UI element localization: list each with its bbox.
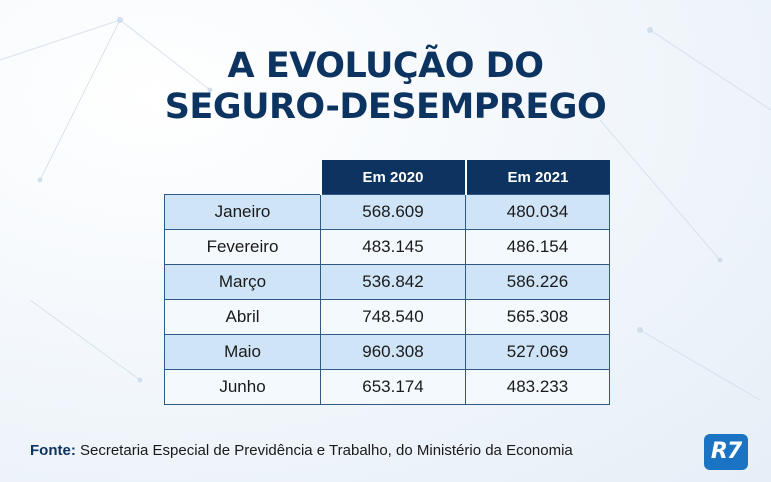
- table-row: Abril 748.540 565.308: [164, 299, 610, 335]
- row-label: Maio: [164, 334, 321, 370]
- row-label: Janeiro: [164, 194, 321, 230]
- table-row: Fevereiro 483.145 486.154: [164, 229, 610, 265]
- table-cell: 653.174: [320, 369, 466, 405]
- title-line-2: SEGURO-DESEMPREGO: [164, 87, 607, 127]
- table-cell: 960.308: [320, 334, 466, 370]
- row-label: Março: [164, 264, 321, 300]
- chart-title: A EVOLUÇÃO DO SEGURO-DESEMPREGO: [0, 46, 771, 128]
- table-cell: 483.145: [320, 229, 466, 265]
- row-label: Fevereiro: [164, 229, 321, 265]
- table-cell: 536.842: [320, 264, 466, 300]
- table-cell: 568.609: [320, 194, 466, 230]
- r7-logo: R7: [704, 434, 748, 470]
- source-label: Fonte:: [30, 442, 76, 459]
- table-row: Maio 960.308 527.069: [164, 334, 610, 370]
- column-header: Em 2021: [464, 160, 610, 195]
- header-corner: [165, 160, 321, 195]
- header-row: Em 2020 Em 2021: [165, 160, 610, 195]
- table-cell: 527.069: [465, 334, 610, 370]
- table-cell: 586.226: [465, 264, 610, 300]
- column-header: Em 2020: [319, 160, 466, 195]
- source-text: Secretaria Especial de Previdência e Tra…: [80, 442, 573, 459]
- row-label: Junho: [164, 369, 321, 405]
- row-label: Abril: [164, 299, 321, 335]
- table-row: Março 536.842 586.226: [164, 264, 610, 300]
- data-table: Em 2020 Em 2021 Janeiro 568.609 480.034 …: [164, 160, 610, 405]
- table-cell: 480.034: [465, 194, 610, 230]
- table-cell: 486.154: [465, 229, 610, 265]
- source-note: Fonte: Secretaria Especial de Previdênci…: [30, 442, 573, 459]
- table-row: Junho 653.174 483.233: [164, 369, 610, 405]
- table-cell: 565.308: [465, 299, 610, 335]
- table-row: Janeiro 568.609 480.034: [164, 194, 610, 230]
- table-cell: 483.233: [465, 369, 610, 405]
- table-cell: 748.540: [320, 299, 466, 335]
- title-line-1: A EVOLUÇÃO DO: [227, 46, 544, 86]
